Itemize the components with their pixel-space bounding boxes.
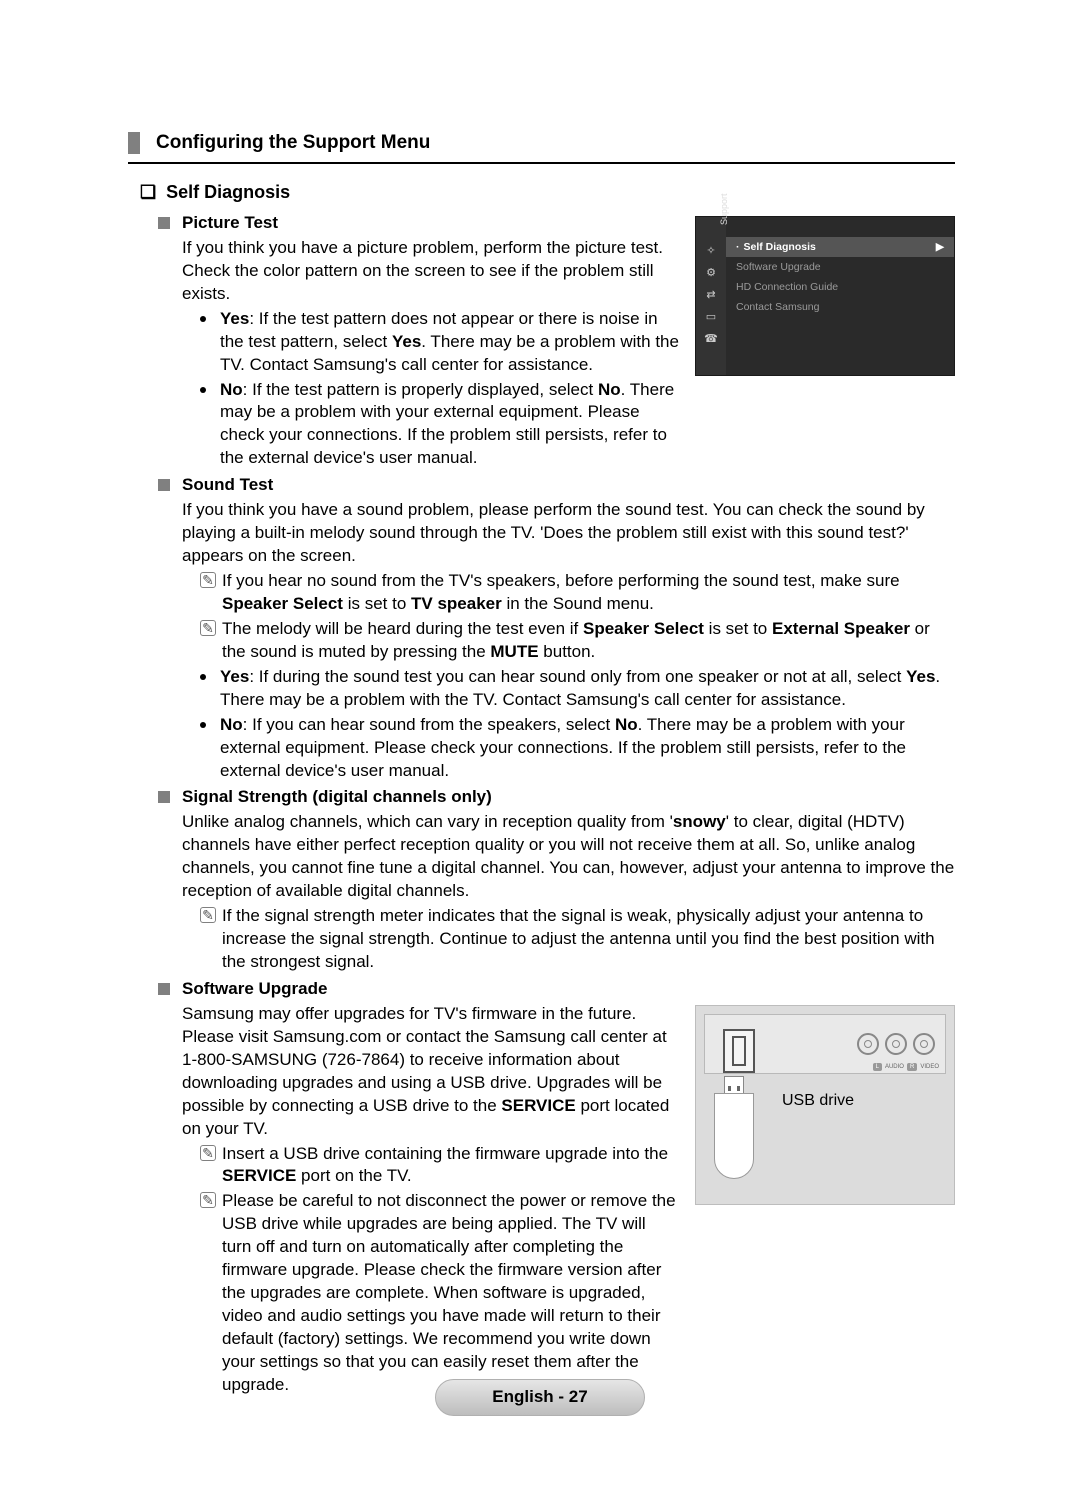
av-jack-icon xyxy=(857,1033,879,1055)
menu-item-label: Self Diagnosis xyxy=(744,241,816,253)
square-bullet-icon xyxy=(158,217,170,229)
note-text: Insert a USB drive containing the firmwa… xyxy=(222,1143,679,1189)
menu-icon-4: ▭ xyxy=(703,309,719,325)
note-item: ✎ If you hear no sound from the TV's spe… xyxy=(200,570,955,616)
note-text: If you hear no sound from the TV's speak… xyxy=(222,570,955,616)
usb-drive-label: USB drive xyxy=(782,1090,854,1112)
usb-drive-icon xyxy=(714,1076,754,1179)
menu-icon-2: ⚙ xyxy=(703,265,719,281)
note-item: ✎ Please be careful to not disconnect th… xyxy=(200,1190,679,1396)
subheading-row: ❏ Self Diagnosis xyxy=(140,180,955,204)
item-title: Picture Test xyxy=(182,212,278,235)
note-item: ✎ Insert a USB drive containing the firm… xyxy=(200,1143,679,1189)
bullet-dot-icon xyxy=(200,387,206,393)
tv-menu-screenshot: Support ✧ ⚙ ⇄ ▭ ☎ ·Self Diagnosis ▶ Soft… xyxy=(695,216,955,376)
signal-strength-notes: ✎ If the signal strength meter indicates… xyxy=(200,905,955,974)
menu-item-label: HD Connection Guide xyxy=(736,280,838,294)
note-icon: ✎ xyxy=(200,1145,216,1161)
menu-item-hd-connection: HD Connection Guide xyxy=(726,277,954,297)
note-text: Please be careful to not disconnect the … xyxy=(222,1190,679,1396)
menu-arrow-icon: ▶ xyxy=(936,240,944,254)
sound-test-notes: ✎ If you hear no sound from the TV's spe… xyxy=(200,570,955,664)
service-port-icon xyxy=(723,1029,755,1073)
note-icon: ✎ xyxy=(200,620,216,636)
bullet-text: No: If the test pattern is properly disp… xyxy=(220,379,679,471)
sound-test-intro: If you think you have a sound problem, p… xyxy=(182,499,955,568)
menu-item-label: Software Upgrade xyxy=(736,260,821,274)
signal-strength-heading: Signal Strength (digital channels only) xyxy=(158,786,955,809)
bullet-item: No: If the test pattern is properly disp… xyxy=(200,379,679,471)
menu-sidebar: Support ✧ ⚙ ⇄ ▭ ☎ xyxy=(696,217,726,375)
section-title: Configuring the Support Menu xyxy=(156,130,430,156)
note-text: The melody will be heard during the test… xyxy=(222,618,955,664)
software-upgrade-heading: Software Upgrade xyxy=(158,978,955,1001)
bullet-dot-icon xyxy=(200,674,206,680)
menu-items: ·Self Diagnosis ▶ Software Upgrade HD Co… xyxy=(726,217,954,324)
note-icon: ✎ xyxy=(200,1192,216,1208)
square-bullet-icon xyxy=(158,983,170,995)
subheading: Self Diagnosis xyxy=(166,180,290,204)
bullet-item: Yes: If the test pattern does not appear… xyxy=(200,308,679,377)
section-accent-bar xyxy=(128,132,140,154)
menu-icon-3: ⇄ xyxy=(703,287,719,303)
tv-back-panel: L AUDIO R VIDEO xyxy=(704,1014,946,1074)
note-text: If the signal strength meter indicates t… xyxy=(222,905,955,974)
menu-item-label: Contact Samsung xyxy=(736,300,819,314)
note-icon: ✎ xyxy=(200,572,216,588)
sound-test-heading: Sound Test xyxy=(158,474,955,497)
section-title-row: Configuring the Support Menu xyxy=(128,130,955,156)
menu-icon-5: ☎ xyxy=(703,331,719,347)
note-icon: ✎ xyxy=(200,907,216,923)
bullet-item: Yes: If during the sound test you can he… xyxy=(200,666,955,712)
page-footer: English - 27 xyxy=(0,1379,1080,1416)
section-rule xyxy=(128,162,955,164)
menu-icon-1: ✧ xyxy=(703,243,719,259)
no-label: No xyxy=(220,380,243,399)
footer-page-label: English - 27 xyxy=(435,1379,644,1416)
menu-item-software-upgrade: Software Upgrade xyxy=(726,257,954,277)
note-item: ✎ The melody will be heard during the te… xyxy=(200,618,955,664)
picture-test-heading: Picture Test xyxy=(158,212,679,235)
square-bullet-icon xyxy=(158,791,170,803)
checkbox-icon: ❏ xyxy=(140,180,156,204)
signal-strength-intro: Unlike analog channels, which can vary i… xyxy=(182,811,955,903)
item-title: Signal Strength (digital channels only) xyxy=(182,786,492,809)
bullet-item: No: If you can hear sound from the speak… xyxy=(200,714,955,783)
bullet-text: No: If you can hear sound from the speak… xyxy=(220,714,955,783)
item-title: Software Upgrade xyxy=(182,978,327,1001)
item-title: Sound Test xyxy=(182,474,273,497)
av-jack-icon xyxy=(885,1033,907,1055)
menu-item-self-diagnosis: ·Self Diagnosis ▶ xyxy=(726,237,954,257)
menu-item-contact-samsung: Contact Samsung xyxy=(726,297,954,317)
bullet-text: Yes: If during the sound test you can he… xyxy=(220,666,955,712)
square-bullet-icon xyxy=(158,479,170,491)
bullet-text: Yes: If the test pattern does not appear… xyxy=(220,308,679,377)
no-label: No xyxy=(220,715,243,734)
yes-label: Yes xyxy=(220,309,249,328)
bullet-dot-icon xyxy=(200,722,206,728)
sound-test-bullets: Yes: If during the sound test you can he… xyxy=(200,666,955,783)
av-labels: L AUDIO R VIDEO xyxy=(873,1063,939,1071)
av-jack-icon xyxy=(913,1033,935,1055)
menu-sidebar-label: Support xyxy=(718,193,730,225)
note-item: ✎ If the signal strength meter indicates… xyxy=(200,905,955,974)
page-content: Configuring the Support Menu ❏ Self Diag… xyxy=(0,0,1080,1397)
usb-drive-figure: L AUDIO R VIDEO USB drive xyxy=(695,1005,955,1205)
yes-label: Yes xyxy=(220,667,249,686)
bullet-dot-icon xyxy=(200,316,206,322)
